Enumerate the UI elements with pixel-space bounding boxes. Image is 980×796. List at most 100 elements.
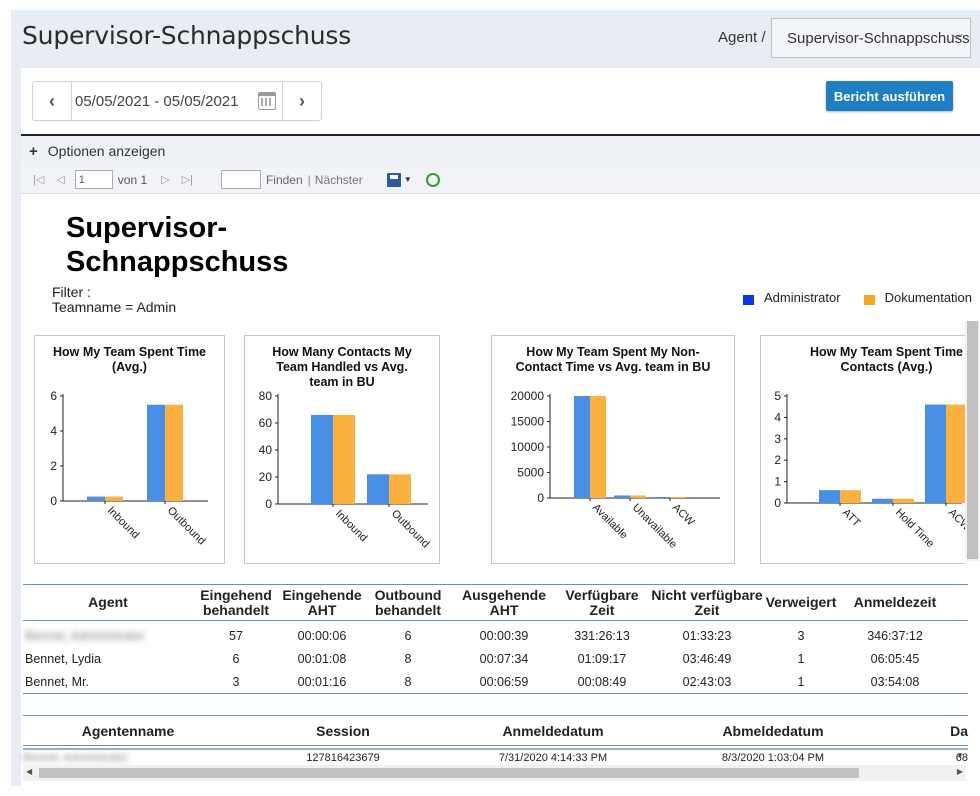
table-row: Bennet, Administrator 127816423679 7/31/20… — [23, 748, 968, 766]
bar-acw-administrator — [654, 496, 670, 498]
find-link[interactable]: Finden — [265, 172, 303, 187]
report-viewer-toolbar: |◁ ◁ 1 von 1 ▷ ▷| Finden | Nächster ▼ — [21, 166, 980, 194]
bar-acw-dokumentation — [946, 404, 965, 503]
column-header[interactable]: Abmeldedatum — [722, 722, 824, 739]
column-header[interactable]: Session — [316, 722, 370, 739]
table-cell: 1 — [797, 674, 805, 689]
y-tick-label: 5 — [774, 389, 781, 403]
x-tick-label: ACW — [670, 502, 697, 529]
toolbar-separator: | — [307, 172, 311, 187]
table-cell: 6 — [232, 651, 240, 666]
prev-date-button[interactable]: ‹ — [33, 82, 72, 120]
vertical-scrollbar[interactable] — [965, 321, 980, 561]
column-header[interactable]: Eingehende AHT — [282, 586, 362, 618]
x-tick-label: ACW — [946, 507, 965, 534]
column-header[interactable]: Agentenname — [81, 722, 175, 739]
y-tick-label: 6 — [50, 389, 57, 403]
chart-title: How Many Contacts My Team Handled vs Avg… — [272, 345, 412, 389]
date-navigator: ‹ 05/05/2021 - 05/05/2021 › — [32, 81, 322, 121]
table-cell: 8 — [404, 674, 412, 689]
bar-outbound-dokumentation — [389, 474, 411, 504]
column-header[interactable]: Agent — [88, 594, 128, 610]
bar-att-dokumentation — [840, 490, 861, 503]
bar-available-administrator — [574, 396, 590, 498]
export-save-icon[interactable] — [386, 172, 401, 187]
table-cell: 02:43:03 — [682, 674, 732, 689]
x-tick-label: Inbound — [105, 505, 142, 542]
horizontal-scrollbar-thumb[interactable] — [39, 768, 859, 778]
first-page-icon[interactable]: |◁ — [33, 174, 45, 186]
filter-label: Filter : — [52, 284, 91, 300]
table-cell: 00:01:16 — [297, 674, 347, 689]
column-header[interactable]: Nicht verfügbare Zeit — [651, 586, 763, 618]
table-cell: 00:01:08 — [297, 651, 347, 666]
chevron-right-icon: › — [299, 90, 305, 111]
page-number-input[interactable]: 1 — [74, 170, 113, 189]
table-header: Agent Eingehend behandelt Eingehende AHT Ou… — [23, 585, 968, 621]
table-header: Agentenname Session Anmeldedatum Abmeldedat… — [23, 716, 968, 746]
calendar-icon[interactable] — [258, 92, 276, 110]
last-page-icon[interactable]: ▷| — [181, 174, 193, 186]
chart-non-contact-time: How My Team Spent My Non-Contact Time vs… — [491, 335, 735, 564]
find-text-input[interactable] — [220, 170, 261, 189]
date-range-field[interactable]: 05/05/2021 - 05/05/2021 — [72, 82, 282, 120]
bar-inbound-dokumentation — [333, 414, 355, 504]
run-report-button[interactable]: Bericht ausführen — [826, 81, 953, 111]
column-header[interactable]: Verweigert — [765, 594, 837, 610]
y-tick-label: 40 — [259, 443, 273, 457]
column-header[interactable]: Verfügbare Zeit — [565, 586, 639, 618]
table-cell: 346:37:12 — [867, 628, 923, 643]
bar-att-administrator — [819, 490, 840, 503]
next-page-icon[interactable]: ▷ — [161, 174, 170, 186]
bar-available-dokumentation — [590, 396, 606, 498]
y-tick-label: 0 — [774, 496, 781, 510]
date-range-value: 05/05/2021 - 05/05/2021 — [75, 92, 239, 110]
table-body: Bennet, Administrator 57 00:00:06 6 00:00:39… — [23, 624, 968, 693]
vertical-scrollbar-thumb[interactable] — [967, 321, 978, 559]
show-options-toggle[interactable]: + Optionen anzeigen — [21, 136, 980, 166]
chart-team-time: How My Team Spent Time (Avg.) 0 2 4 6 Inboun… — [34, 335, 225, 564]
legend-label-dokumentation: Dokumentation — [884, 290, 973, 305]
chart-title: How My Team Spent My Non-Contact Time vs… — [515, 345, 711, 374]
table-cell: 57 — [229, 628, 243, 643]
agent-view-select[interactable]: Supervisor-Schnappschuss ﹀ — [771, 18, 971, 58]
table-cell: 00:06:59 — [479, 674, 529, 689]
next-date-button[interactable]: › — [282, 82, 321, 120]
bar-inbound-administrator — [87, 496, 105, 501]
bar-acw-administrator — [925, 404, 946, 503]
export-dropdown-arrow-icon[interactable]: ▼ — [403, 175, 412, 184]
refresh-icon[interactable] — [425, 172, 440, 187]
column-header[interactable]: Eingehend behandelt — [200, 586, 272, 618]
find-next-link[interactable]: Nächster — [314, 172, 363, 187]
column-header[interactable]: Da — [950, 722, 968, 739]
y-tick-label: 5000 — [517, 466, 544, 480]
chart-title: How My Team Spent Time (Avg.) — [52, 345, 207, 374]
horizontal-scrollbar[interactable]: ◀ ▶ — [23, 765, 966, 781]
y-tick-label: 2 — [50, 459, 57, 473]
legend-swatch-dokumentation — [863, 294, 875, 305]
previous-page-icon[interactable]: ◁ — [56, 174, 65, 186]
y-tick-label: 80 — [259, 389, 273, 403]
x-tick-label: Outbound — [389, 508, 432, 551]
legend-label-administrator: Administrator — [764, 290, 841, 305]
y-tick-label: 3 — [774, 432, 781, 446]
chevron-down-icon: ﹀ — [950, 33, 963, 47]
bar-acw-dokumentation — [670, 496, 686, 498]
y-tick-label: 4 — [774, 410, 781, 424]
x-tick-label: Inbound — [333, 508, 370, 545]
table-cell: 03:54:08 — [870, 674, 920, 689]
filter-summary: Filter : Teamname = Admin — [52, 285, 176, 315]
session-table: Agentenname Session Anmeldedatum Abmeldedat… — [23, 715, 968, 766]
table-row: Bennet, Mr. 3 00:01:16 8 00:06:59 00:08:49 02:… — [23, 670, 968, 693]
column-header[interactable]: Anmeldedatum — [502, 722, 604, 739]
column-header[interactable]: Outbound behandelt — [374, 586, 442, 618]
scroll-right-icon[interactable]: ▶ — [956, 767, 963, 776]
scroll-left-icon[interactable]: ◀ — [26, 767, 33, 776]
y-tick-label: 60 — [259, 416, 273, 430]
bar-outbound-dokumentation — [165, 404, 183, 501]
scroll-down-icon[interactable]: ▼ — [956, 751, 964, 760]
column-header[interactable]: Anmeldezeit — [853, 594, 937, 610]
column-header[interactable]: Ausgehende AHT — [461, 586, 546, 618]
report-title-line2: Schnappschuss — [66, 246, 289, 278]
